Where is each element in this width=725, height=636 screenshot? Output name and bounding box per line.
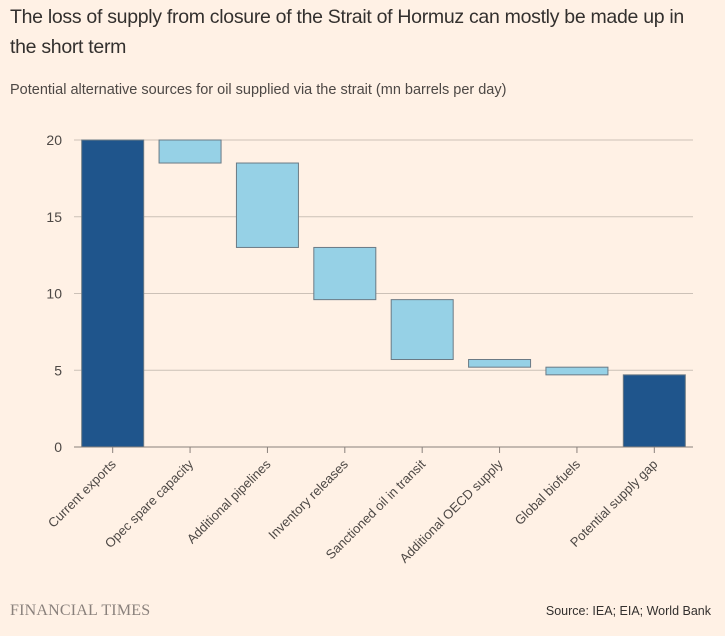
- y-tick-label: 20: [46, 132, 62, 148]
- ft-logo: FINANCIAL TIMES: [10, 602, 151, 619]
- y-tick-label: 0: [54, 439, 62, 455]
- y-axis-ticks: 0 5 10 15 20: [46, 132, 62, 455]
- x-tick-label: Potential supply gap: [567, 457, 660, 550]
- x-tick-label: Inventory releases: [265, 456, 351, 542]
- y-tick-label: 15: [46, 209, 62, 225]
- y-tick-label: 10: [46, 286, 62, 302]
- bar-potential-supply-gap: [622, 374, 686, 448]
- x-tick-label: Opec spare capacity: [102, 456, 197, 551]
- bars: [81, 139, 686, 448]
- x-axis: [74, 446, 693, 453]
- bar-sanctioned-oil-in-transit: [390, 299, 454, 361]
- x-tick-label: Additional pipelines: [184, 456, 274, 546]
- x-tick-label: Current exports: [45, 456, 119, 530]
- bar-additional-oecd-supply: [468, 359, 532, 368]
- bar-global-biofuels: [545, 366, 609, 376]
- bar-current-exports: [81, 139, 145, 448]
- y-tick-label: 5: [54, 362, 62, 378]
- chart-subtitle: Potential alternative sources for oil su…: [10, 82, 507, 98]
- bar-inventory-releases: [313, 246, 377, 301]
- x-tick-label: Global biofuels: [512, 456, 584, 528]
- chart-title: The loss of supply from closure of the S…: [10, 6, 684, 58]
- gridlines: [74, 139, 693, 371]
- bar-opec-spare-capacity: [158, 139, 222, 164]
- bar-additional-pipelines: [235, 162, 299, 248]
- source-note: Source: IEA; EIA; World Bank: [545, 604, 711, 618]
